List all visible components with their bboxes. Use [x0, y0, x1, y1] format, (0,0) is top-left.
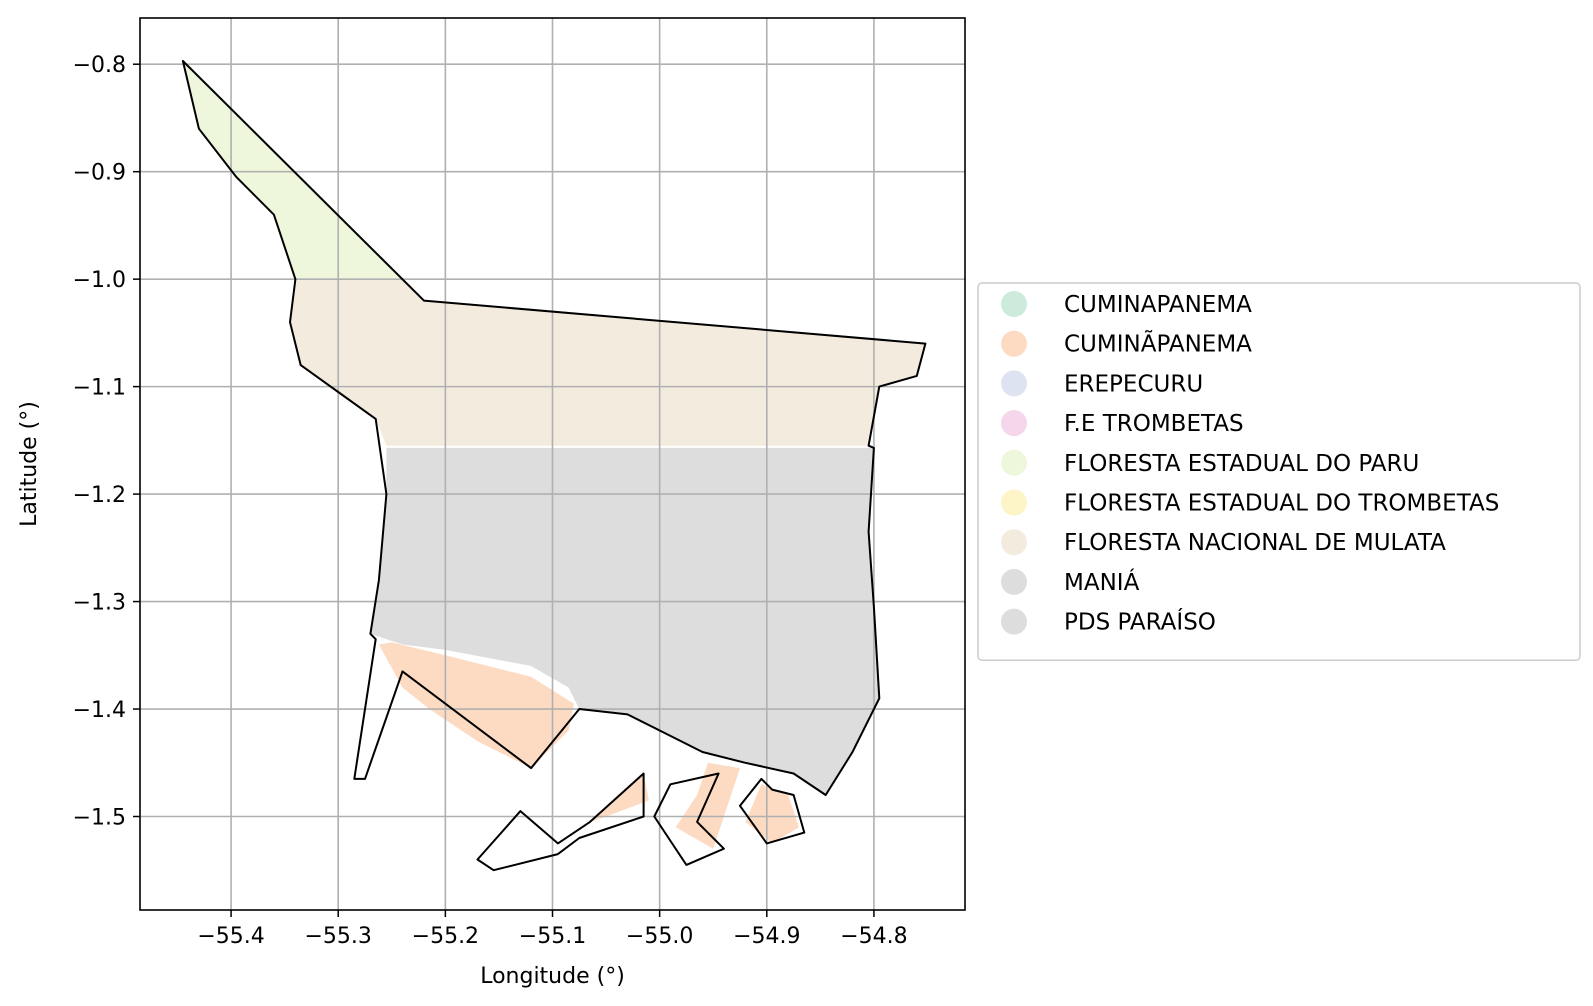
boundary-fragment-0 — [476, 772, 645, 872]
legend-marker-0 — [1001, 291, 1027, 317]
gridlines — [140, 18, 965, 910]
x-tick-label-6: −54.8 — [840, 924, 907, 949]
legend-label-7: MANIÁ — [1064, 568, 1140, 596]
legend-label-3: F.E TROMBETAS — [1064, 411, 1244, 437]
boundary-fragment-2 — [739, 777, 806, 845]
region-cumin-panema-5 — [675, 762, 740, 849]
legend-label-1: CUMINÃPANEMA — [1064, 330, 1252, 358]
legend-label-6: FLORESTA NACIONAL DE MULATA — [1064, 530, 1446, 556]
legend-label-0: CUMINAPANEMA — [1064, 292, 1252, 318]
x-axis-label: Longitude (°) — [480, 964, 625, 989]
legend-marker-4 — [1001, 449, 1027, 476]
x-tick-label-5: −54.9 — [733, 924, 800, 949]
legend-label-8: PDS PARAÍSO — [1064, 608, 1216, 636]
y-tick-label-6: −1.4 — [73, 698, 126, 723]
legend-label-4: FLORESTA ESTADUAL DO PARU — [1064, 451, 1419, 477]
x-axis-ticks: −55.4 −55.3 −55.2 −55.1 −55.0 −54.9 −54.8 — [197, 910, 908, 949]
legend-box — [977, 282, 1581, 662]
legend: CUMINAPANEMA CUMINÃPANEMA EREPECURU F.E TRO… — [977, 282, 1581, 662]
region-mani--2 — [370, 447, 880, 795]
region-cumin-panema-6 — [745, 784, 799, 844]
legend-marker-8 — [1001, 608, 1027, 635]
legend-label-2: EREPECURU — [1064, 371, 1203, 397]
y-tick-label-0: −0.8 — [73, 53, 126, 78]
plot-area — [139, 17, 966, 911]
x-tick-label-2: −55.2 — [412, 924, 479, 949]
legend-label-5: FLORESTA ESTADUAL DO TROMBETAS — [1064, 491, 1499, 517]
region-cumin-panema-3 — [378, 642, 574, 769]
x-tick-label-0: −55.4 — [197, 924, 264, 949]
map-outlines — [181, 60, 927, 872]
y-tick-label-7: −1.5 — [73, 806, 126, 831]
x-tick-label-3: −55.1 — [519, 924, 586, 949]
boundary-fragment-1 — [653, 772, 725, 866]
y-axis-label: Latitude (°) — [17, 401, 42, 527]
legend-marker-6 — [1001, 529, 1027, 556]
legend-marker-1 — [1001, 330, 1027, 357]
y-tick-label-5: −1.3 — [73, 591, 126, 616]
legend-marker-7 — [1001, 568, 1027, 595]
x-tick-label-1: −55.3 — [305, 924, 372, 949]
y-tick-label-4: −1.2 — [73, 483, 126, 508]
legend-marker-2 — [1001, 370, 1027, 397]
legend-marker-3 — [1001, 410, 1027, 437]
municipality-boundary — [181, 60, 927, 796]
y-tick-label-3: −1.1 — [73, 376, 126, 401]
y-tick-label-2: −1.0 — [73, 268, 126, 293]
y-tick-label-1: −0.9 — [73, 161, 126, 186]
legend-marker-5 — [1001, 489, 1027, 516]
y-axis-ticks: −0.8 −0.9 −1.0 −1.1 −1.2 −1.3 −1.4 −1.5 — [73, 53, 140, 831]
x-tick-label-4: −55.0 — [626, 924, 693, 949]
